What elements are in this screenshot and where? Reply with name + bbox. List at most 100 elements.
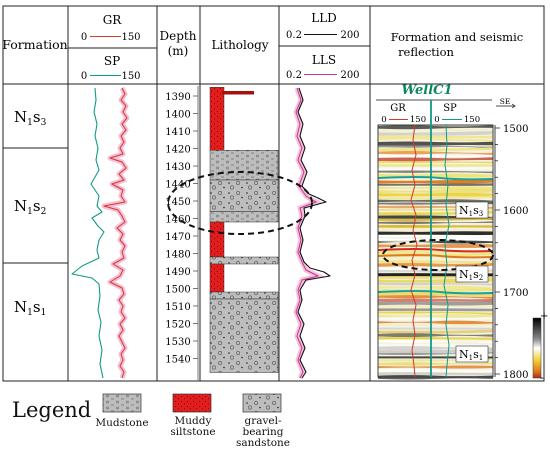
colorbar-minus: - bbox=[540, 371, 544, 384]
sp-scale-min: 0 bbox=[81, 71, 87, 82]
seismic-horizon bbox=[377, 290, 494, 295]
lithology-header: Lithology bbox=[211, 38, 268, 52]
seismic-reflection-band bbox=[378, 320, 493, 325]
depth-axis: 1390 1400 1410 1420 1430 1440 1450 1460 1470 1480… bbox=[165, 86, 199, 380]
time-tick-label: 1500 bbox=[503, 124, 528, 135]
seismic-reflection-band bbox=[378, 147, 493, 152]
formation-labels: N1s3 N1s2 N1s1 bbox=[14, 108, 47, 318]
seismic-header-line2: reflection bbox=[398, 45, 454, 59]
depth-tick-label: 1530 bbox=[165, 337, 190, 348]
seismic-reflection-band bbox=[378, 282, 493, 286]
seismic-reflection-band bbox=[378, 217, 493, 222]
sp-scale-max: 150 bbox=[121, 71, 140, 82]
seismic-reflection-band bbox=[378, 157, 493, 162]
depth-tick-label: 1490 bbox=[165, 267, 190, 278]
seismic-reflection-band bbox=[378, 368, 493, 373]
lls-scale-max: 200 bbox=[340, 70, 359, 81]
seismic-gr-trace bbox=[410, 124, 418, 378]
lld-scale-min: 0.2 bbox=[286, 30, 302, 41]
seismic-gr-max: 150 bbox=[410, 115, 426, 125]
seismic-reflection-band bbox=[378, 304, 493, 309]
depth-tick-label: 1400 bbox=[165, 110, 190, 121]
seismic-reflection-band bbox=[378, 311, 493, 315]
colorbar-plus: + bbox=[540, 311, 548, 322]
svg-text:N1s1: N1s1 bbox=[459, 348, 483, 362]
legend bbox=[102, 393, 282, 413]
time-tick-label: 1700 bbox=[503, 288, 528, 299]
legend-swatch-muddy-siltstone bbox=[172, 393, 212, 413]
depth-unit: (m) bbox=[168, 44, 189, 58]
seismic-sp-label: SP bbox=[443, 103, 457, 114]
legend-swatch-mudstone bbox=[102, 393, 142, 413]
seismic-reflection-band bbox=[378, 154, 493, 158]
lls-curve bbox=[295, 87, 319, 379]
seismic-reflection-band bbox=[378, 164, 493, 167]
seismic-horizon bbox=[377, 176, 494, 181]
log-table-frame bbox=[2, 5, 545, 382]
legend-title: Legend bbox=[12, 398, 92, 422]
depth-tick-label: 1390 bbox=[165, 92, 190, 103]
seismic-reflection-band bbox=[378, 125, 493, 130]
seismic-reflection-band bbox=[378, 346, 493, 351]
seismic-reflection-band bbox=[378, 339, 493, 344]
seismic-reflection-band bbox=[378, 231, 493, 236]
seismic-reflection-band bbox=[378, 308, 493, 312]
svg-text:N1s2: N1s2 bbox=[459, 268, 483, 282]
seismic-reflection-band bbox=[378, 243, 493, 248]
depth-tick-label: 1450 bbox=[165, 197, 190, 208]
lls-header: LLS bbox=[312, 53, 336, 67]
depth-tick-label: 1500 bbox=[165, 285, 190, 296]
sp-curve bbox=[71, 87, 105, 379]
formation-label: N1s2 bbox=[14, 197, 46, 217]
amplitude-colorbar: + - bbox=[532, 311, 548, 384]
seismic-reflection-band bbox=[378, 323, 493, 326]
seismic-reflection-band bbox=[378, 317, 493, 321]
seismic-reflection-band bbox=[378, 372, 493, 376]
depth-tick-label: 1410 bbox=[165, 127, 190, 138]
legend-label-gravel-sandstone: gravel-bearing sandstone bbox=[235, 415, 291, 449]
time-tick-label: 1800 bbox=[503, 370, 528, 381]
seismic-reflection-band bbox=[378, 186, 493, 190]
seismic-reflection-band bbox=[378, 144, 493, 149]
lithology-interval-gravel-sandstone bbox=[209, 179, 279, 212]
lithology-column bbox=[209, 87, 279, 373]
legend-label-muddy-siltstone: Muddy siltstone bbox=[170, 415, 216, 438]
lithology-interval-muddy-siltstone bbox=[209, 87, 225, 151]
formation-label: N1s1 bbox=[14, 298, 46, 318]
seismic-reflection-band bbox=[378, 179, 493, 184]
thin-silt-band bbox=[222, 91, 254, 95]
lithology-interval-gravel-sandstone bbox=[209, 291, 279, 300]
lithology-interval-gravel-sandstone bbox=[209, 298, 279, 373]
seismic-reflection-band bbox=[378, 205, 493, 209]
depth-tick-label: 1510 bbox=[165, 302, 190, 313]
seismic-reflection-band bbox=[378, 358, 493, 362]
seismic-reflection-band bbox=[378, 327, 493, 330]
seismic-time-axis: 1500 1600 1700 1800 bbox=[494, 124, 528, 381]
seismic-reflection-band bbox=[378, 131, 493, 136]
depth-tick-label: 1460 bbox=[165, 215, 190, 226]
gr-header: GR bbox=[103, 13, 123, 27]
resistivity-track bbox=[293, 87, 331, 380]
seismic-reflection-band bbox=[378, 250, 493, 255]
depth-tick-label: 1470 bbox=[165, 232, 190, 243]
seismic-reflection-band bbox=[378, 221, 493, 225]
seismic-reflection-band bbox=[378, 365, 493, 369]
seismic-formation-label: N1s1 bbox=[455, 345, 489, 363]
seismic-formation-label: N1s3 bbox=[455, 201, 489, 219]
seismic-reflection-band bbox=[378, 192, 493, 197]
seismic-gr-min: 0 bbox=[381, 115, 386, 125]
lld-scale-max: 200 bbox=[340, 30, 359, 41]
legend-swatch-gravel-sandstone bbox=[242, 393, 282, 413]
depth-tick-label: 1540 bbox=[165, 355, 190, 366]
lithology-interval-mudstone bbox=[209, 211, 279, 223]
seismic-reflection-band bbox=[378, 128, 493, 132]
seismic-reflection-band bbox=[378, 195, 493, 201]
lithology-interval-mudstone bbox=[209, 150, 279, 181]
seismic-sp-min: 0 bbox=[434, 115, 439, 125]
well-name: WellC1 bbox=[401, 83, 452, 98]
seismic-reflection-band bbox=[378, 298, 493, 303]
seismic-formation-label: N1s2 bbox=[455, 265, 489, 283]
depth-header: Depth bbox=[160, 29, 197, 43]
seismic-reflection-band bbox=[378, 333, 493, 338]
